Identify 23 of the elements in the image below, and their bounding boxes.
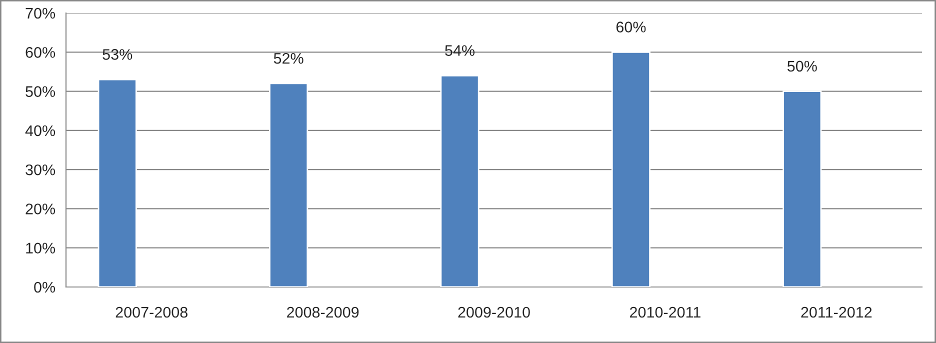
- y-tick-label: 50%: [26, 86, 56, 97]
- data-label: 52%: [274, 52, 304, 64]
- bar: [782, 90, 822, 287]
- y-tick-label: 70%: [26, 8, 56, 19]
- x-tick-label: 2008-2009: [287, 306, 359, 318]
- data-label: 54%: [445, 45, 475, 56]
- data-label: 60%: [616, 22, 646, 32]
- y-tick-label: 10%: [26, 242, 56, 254]
- y-tick-label: 20%: [26, 204, 56, 214]
- y-tick-label: 40%: [25, 125, 56, 136]
- bar: [440, 74, 480, 287]
- data-label: 53%: [102, 49, 132, 60]
- y-tick-label: 30%: [26, 164, 56, 176]
- data-label: 50%: [787, 60, 817, 72]
- bar: [269, 82, 308, 287]
- x-tick-label: 2011-2012: [801, 306, 872, 318]
- x-tick-label: 2009-2010: [458, 306, 530, 318]
- y-tick-label: 0%: [34, 282, 56, 293]
- bar: [611, 51, 650, 287]
- x-tick-label: 2007-2008: [116, 306, 188, 318]
- x-tick-label: 2010-2011: [630, 306, 700, 318]
- bar: [98, 78, 137, 287]
- y-tick-label: 60%: [26, 47, 56, 58]
